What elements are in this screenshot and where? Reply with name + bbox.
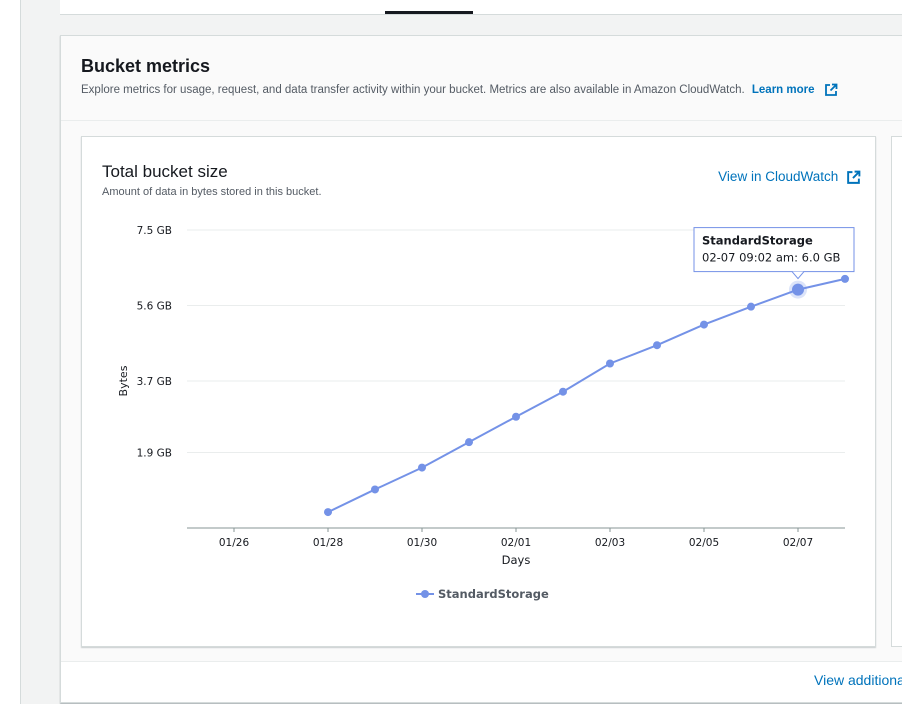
next-card-peek <box>891 136 902 647</box>
tooltip-series-name: StandardStorage <box>702 234 813 248</box>
view-in-cloudwatch-link[interactable]: View in CloudWatch <box>718 169 861 185</box>
x-tick-label: 01/30 <box>407 537 437 549</box>
data-point <box>371 485 379 494</box>
data-point <box>700 320 708 329</box>
y-axis-title: Bytes <box>117 365 130 396</box>
tooltip-pointer <box>791 271 805 280</box>
panel-description-text: Explore metrics for usage, request, and … <box>81 84 745 97</box>
data-point <box>465 438 473 447</box>
card-title: Total bucket size <box>102 162 228 181</box>
data-point-highlighted <box>792 283 804 296</box>
data-point <box>653 341 661 350</box>
tab-bar <box>60 0 902 15</box>
external-link-icon <box>847 170 861 184</box>
legend-marker <box>421 590 429 598</box>
total-bucket-size-chart: 1.9 GB 3.7 GB 5.6 GB 7.5 GB 01/26 01/28 01/30 0… <box>117 225 855 601</box>
y-tick-label: 5.6 GB <box>137 300 172 312</box>
legend-label: StandardStorage <box>438 587 549 601</box>
data-point <box>747 302 755 311</box>
y-tick-label: 3.7 GB <box>137 376 172 388</box>
x-axis-title: Days <box>502 553 531 567</box>
panel-header: Bucket metrics Explore metrics for usage… <box>61 36 902 121</box>
data-point <box>559 387 567 396</box>
x-tick-label: 02/03 <box>595 537 625 549</box>
data-point <box>324 508 332 517</box>
panel-title: Bucket metrics <box>81 56 211 76</box>
x-tick-label: 01/26 <box>219 537 250 549</box>
left-rail <box>0 0 21 704</box>
x-tick-label: 02/01 <box>501 537 531 549</box>
y-tick-label: 1.9 GB <box>137 448 172 460</box>
card-subtitle: Amount of data in bytes stored in this b… <box>102 186 322 198</box>
series-line-standardstorage <box>327 277 846 514</box>
tooltip-value: 02-07 09:02 am: 6.0 GB <box>702 251 841 265</box>
data-point <box>418 463 426 472</box>
panel-body: Total bucket size Amount of data in byte… <box>61 121 902 662</box>
data-point <box>606 359 614 368</box>
bucket-metrics-panel: Bucket metrics Explore metrics for usage… <box>60 35 902 703</box>
learn-more-label: Learn more <box>751 84 815 97</box>
data-point <box>512 412 520 421</box>
data-point <box>841 274 849 283</box>
tooltip-box <box>693 227 855 273</box>
y-tick-label: 7.5 GB <box>137 225 172 237</box>
x-tick-label: 02/05 <box>689 537 719 549</box>
x-tick-label: 02/07 <box>783 537 813 549</box>
view-in-cloudwatch-label: View in CloudWatch <box>718 169 839 184</box>
total-bucket-size-card: Total bucket size Amount of data in byte… <box>81 136 876 647</box>
view-additional-link[interactable]: View additional <box>814 672 902 688</box>
x-tick-label: 01/28 <box>313 537 343 549</box>
active-tab-indicator <box>385 11 473 14</box>
learn-more-link[interactable]: Learn more <box>751 83 838 97</box>
panel-description: Explore metrics for usage, request, and … <box>81 83 838 97</box>
external-link-icon <box>824 83 838 96</box>
